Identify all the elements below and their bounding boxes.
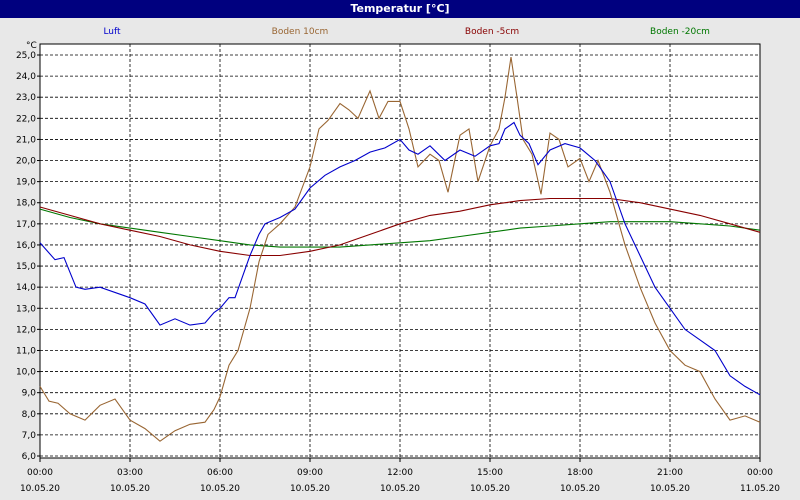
legend-entry: Luft bbox=[103, 27, 121, 37]
x-tick-time: 12:00 bbox=[387, 468, 413, 478]
y-tick-label: 22,0 bbox=[16, 114, 36, 124]
y-tick-label: 24,0 bbox=[16, 72, 36, 82]
x-tick-time: 09:00 bbox=[297, 468, 323, 478]
series-line-luft bbox=[39, 121, 761, 396]
x-tick-time: 15:00 bbox=[477, 468, 503, 478]
y-tick-label: 7,0 bbox=[22, 431, 37, 441]
series-lines bbox=[39, 57, 761, 442]
x-tick-date: 10.05.20 bbox=[290, 484, 330, 494]
legend: Luft Boden 10cm Boden -5cm Boden -20cm bbox=[103, 27, 710, 37]
y-tick-label: 11,0 bbox=[16, 346, 36, 356]
x-tick-time: 18:00 bbox=[567, 468, 593, 478]
x-tick-date: 10.05.20 bbox=[470, 484, 510, 494]
x-axis-ticks: 00:00 10.05.20 03:00 10.05.20 06:00 10.05.20 0… bbox=[20, 458, 780, 494]
x-tick-date: 11.05.20 bbox=[740, 484, 780, 494]
legend-entry: Boden 10cm bbox=[272, 27, 329, 37]
y-tick-label: 10,0 bbox=[16, 368, 36, 378]
x-tick-date: 10.05.20 bbox=[110, 484, 150, 494]
y-tick-label: 15,0 bbox=[16, 262, 36, 272]
window-title: Temperatur [°C] bbox=[0, 0, 800, 18]
legend-entry: Boden -5cm bbox=[465, 27, 519, 37]
y-tick-label: 14,0 bbox=[16, 283, 36, 293]
y-tick-label: 23,0 bbox=[16, 93, 36, 103]
x-tick-date: 10.05.20 bbox=[560, 484, 600, 494]
series-line-boden-20cm bbox=[39, 208, 761, 248]
y-axis-ticks: 25,0 24,0 23,0 22,0 21,0 20,0 19,0 18,0 17,0 16,0… bbox=[16, 51, 40, 462]
grid bbox=[40, 44, 760, 458]
y-tick-label: 18,0 bbox=[16, 199, 36, 209]
y-tick-label: 9,0 bbox=[22, 389, 37, 399]
y-tick-label: 19,0 bbox=[16, 178, 36, 188]
x-tick-date: 10.05.20 bbox=[650, 484, 690, 494]
x-tick-time: 21:00 bbox=[657, 468, 683, 478]
x-tick-date: 10.05.20 bbox=[20, 484, 60, 494]
y-tick-label: 21,0 bbox=[16, 135, 36, 145]
x-tick-time: 00:00 bbox=[27, 468, 53, 478]
y-tick-label: 12,0 bbox=[16, 325, 36, 335]
legend-entry: Boden -20cm bbox=[650, 27, 710, 37]
y-tick-label: 20,0 bbox=[16, 157, 36, 167]
series-line-boden-5cm bbox=[39, 197, 761, 257]
x-tick-date: 10.05.20 bbox=[200, 484, 240, 494]
x-tick-time: 00:00 bbox=[747, 468, 773, 478]
y-tick-label: 6,0 bbox=[22, 452, 37, 462]
x-tick-time: 03:00 bbox=[117, 468, 143, 478]
y-tick-label: 8,0 bbox=[22, 410, 37, 420]
y-axis-unit: °C bbox=[26, 41, 37, 51]
x-tick-date: 10.05.20 bbox=[380, 484, 420, 494]
x-tick-time: 06:00 bbox=[207, 468, 233, 478]
y-tick-label: 25,0 bbox=[16, 51, 36, 61]
y-tick-label: 17,0 bbox=[16, 220, 36, 230]
y-tick-label: 13,0 bbox=[16, 304, 36, 314]
y-tick-label: 16,0 bbox=[16, 241, 36, 251]
